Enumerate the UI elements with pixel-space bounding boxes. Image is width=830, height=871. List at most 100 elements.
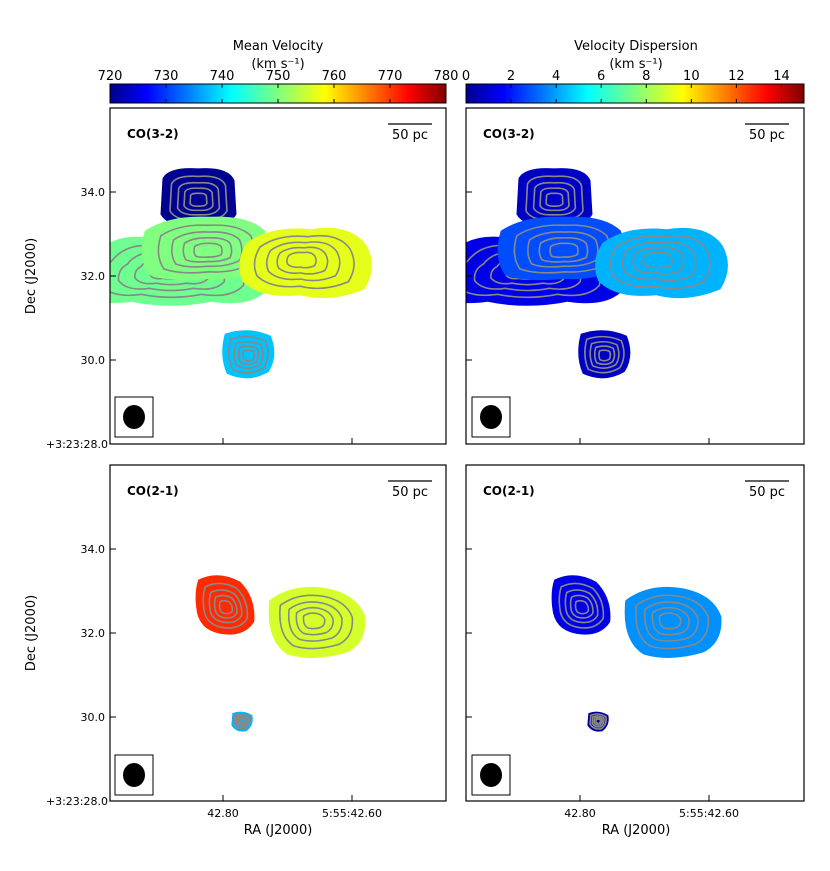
- map-region: [195, 575, 255, 635]
- colorbar-tick-label: 2: [507, 69, 515, 84]
- intensity-contour: [218, 599, 234, 615]
- colorbar-tick-label: 720: [98, 69, 123, 84]
- intensity-contour: [302, 612, 326, 630]
- map-region: [516, 168, 593, 227]
- map-region: [239, 227, 372, 299]
- axis-ticks: [110, 191, 710, 801]
- scalebar-panel-1: 50 pc: [745, 123, 789, 143]
- colorbar-tick-label: 0: [462, 69, 470, 84]
- colorbar-left-title: Mean Velocity: [233, 39, 324, 54]
- colorbar-left-units: (km s⁻¹): [251, 57, 304, 72]
- intensity-contour: [253, 234, 355, 290]
- intensity-contour: [549, 242, 579, 259]
- colorbar-tick-label: 8: [642, 69, 650, 84]
- intensity-contour: [208, 589, 243, 624]
- scalebar-panel-0: 50 pc: [388, 123, 432, 143]
- ytick-corner-label: +3:23:28.0: [46, 438, 108, 451]
- xlabel-left: RA (J2000): [244, 823, 313, 838]
- intensity-contour: [539, 187, 570, 212]
- map-region: [141, 216, 269, 281]
- colorbar-tick-label: 4: [552, 69, 560, 84]
- intensity-contour: [651, 606, 690, 636]
- intensity-contour: [558, 582, 605, 629]
- colorbar-right-title: Velocity Dispersion: [574, 39, 698, 54]
- ytick-corner-label: +3:23:28.0: [46, 795, 108, 808]
- xtick-label: 5:55:42.60: [322, 807, 382, 820]
- xtick-label: 5:55:42.60: [679, 807, 739, 820]
- colorbar-right-units: (km s⁻¹): [609, 57, 662, 72]
- intensity-contour: [569, 594, 594, 619]
- intensity-contour: [591, 715, 605, 728]
- colorbar-tick-label: 770: [378, 69, 403, 84]
- intensity-contour: [658, 612, 682, 630]
- map-region: [268, 586, 366, 658]
- panel-co21-velocity-dispersion: [551, 575, 722, 732]
- map-region: [222, 330, 275, 379]
- colorbar-tick-label: 760: [322, 69, 347, 84]
- intensity-contour: [182, 236, 233, 263]
- intensity-contour: [593, 716, 604, 726]
- xtick-label: 42.80: [564, 807, 596, 820]
- intensity-contour: [242, 349, 256, 362]
- xtick-label: 42.80: [207, 807, 239, 820]
- ytick-label: 34.0: [81, 186, 106, 199]
- intensity-contour: [235, 715, 249, 728]
- intensity-contour: [237, 345, 260, 366]
- map-region: [578, 330, 631, 379]
- intensity-contour: [589, 340, 620, 369]
- colorbar-tick-label: 6: [597, 69, 605, 84]
- intensity-contour: [595, 718, 602, 725]
- scalebar-label: 50 pc: [749, 128, 785, 143]
- intensity-contour: [176, 181, 221, 216]
- intensity-contour: [276, 246, 329, 275]
- intensity-contour: [193, 242, 223, 259]
- intensity-contour: [593, 345, 616, 366]
- intensity-contour: [635, 594, 710, 650]
- scalebar-label: 50 pc: [392, 485, 428, 500]
- map-region: [624, 586, 722, 658]
- intensity-contour: [189, 192, 208, 207]
- panel-label-co21-left: CO(2-1): [127, 484, 179, 498]
- ytick-label: 32.0: [81, 270, 106, 283]
- intensity-contour: [265, 241, 341, 282]
- map-region: [551, 575, 611, 635]
- intensity-contour: [202, 582, 249, 629]
- colorbar-tick-label: 14: [773, 69, 790, 84]
- ytick-label: 32.0: [81, 627, 106, 640]
- map-region: [595, 227, 728, 299]
- panel-co32-velocity-dispersion: [466, 168, 728, 379]
- colorbar-tick-label: 10: [683, 69, 700, 84]
- intensity-contour: [598, 349, 612, 362]
- colorbar-tick-label: 730: [154, 69, 179, 84]
- scalebar-panel-3: 50 pc: [745, 480, 789, 500]
- colorbar-tick-label: 740: [210, 69, 235, 84]
- beam-box-3: [471, 754, 511, 796]
- intensity-contour: [545, 192, 564, 207]
- colorbar-tick-label: 780: [434, 69, 459, 84]
- intensity-contour: [564, 589, 599, 624]
- panel-label-co32-left: CO(3-2): [127, 127, 179, 141]
- colorbar-left-ticks: 720 730 740 750 760 770 780: [98, 69, 459, 103]
- intensity-contour: [171, 231, 243, 268]
- scalebar-label: 50 pc: [392, 128, 428, 143]
- intensity-contour: [584, 335, 625, 374]
- ytick-label: 34.0: [81, 543, 106, 556]
- intensity-contour: [609, 234, 711, 290]
- intensity-contour: [295, 606, 334, 636]
- intensity-contour: [574, 599, 590, 615]
- scalebar-label: 50 pc: [749, 485, 785, 500]
- intensity-contour: [237, 716, 248, 726]
- intensity-contour: [632, 246, 685, 275]
- intensity-contour: [228, 335, 269, 374]
- scalebar-panel-2: 50 pc: [388, 480, 432, 500]
- beam-box-0: [114, 396, 154, 438]
- intensity-contour: [233, 713, 251, 730]
- intensity-contour: [287, 601, 343, 642]
- ylabel-bottom: Dec (J2000): [24, 595, 39, 671]
- intensity-contour: [621, 241, 697, 282]
- panel-label-co32-right: CO(3-2): [483, 127, 535, 141]
- intensity-contour: [286, 251, 317, 269]
- ylabel-top: Dec (J2000): [24, 238, 39, 314]
- intensity-contour: [589, 713, 607, 730]
